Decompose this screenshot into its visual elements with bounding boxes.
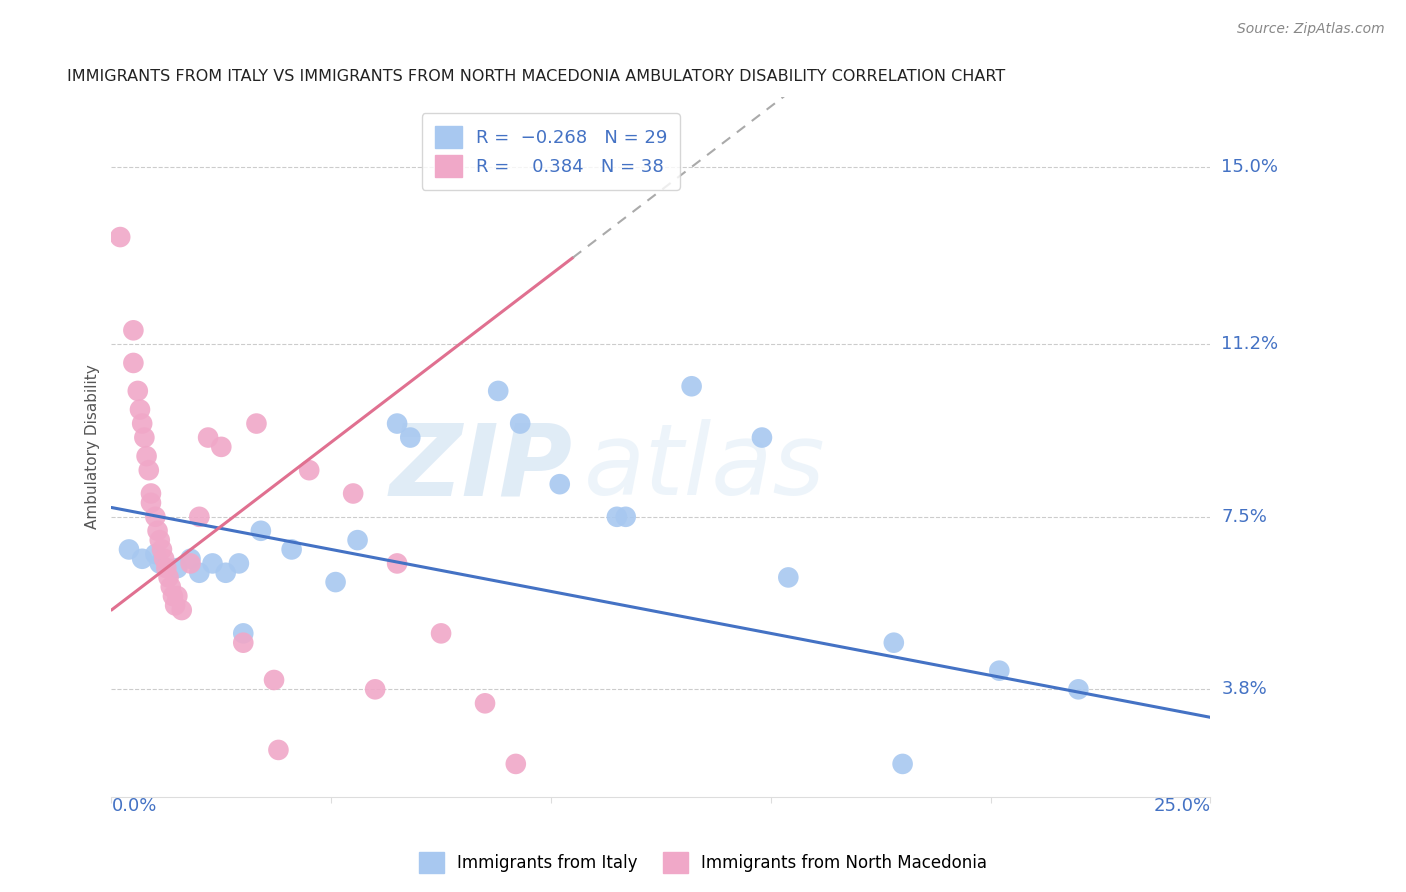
Point xyxy=(215,566,238,580)
Point xyxy=(548,477,571,491)
Point xyxy=(139,496,162,510)
Point xyxy=(486,384,509,398)
Point xyxy=(108,230,131,244)
Point xyxy=(883,636,905,650)
Text: 25.0%: 25.0% xyxy=(1153,797,1211,814)
Point xyxy=(149,557,172,571)
Point xyxy=(988,664,1011,678)
Point xyxy=(263,673,285,687)
Legend: Immigrants from Italy, Immigrants from North Macedonia: Immigrants from Italy, Immigrants from N… xyxy=(412,846,994,880)
Point xyxy=(430,626,453,640)
Point xyxy=(201,557,224,571)
Point xyxy=(245,417,267,431)
Point xyxy=(298,463,321,477)
Point xyxy=(159,580,181,594)
Point xyxy=(131,551,153,566)
Point xyxy=(606,509,628,524)
Point xyxy=(122,323,145,337)
Point xyxy=(170,603,193,617)
Point xyxy=(135,449,157,463)
Point xyxy=(681,379,703,393)
Legend: R =  −0.268   N = 29, R =    0.384   N = 38: R = −0.268 N = 29, R = 0.384 N = 38 xyxy=(422,113,681,190)
Point xyxy=(280,542,302,557)
Point xyxy=(188,509,211,524)
Point xyxy=(197,431,219,445)
Point xyxy=(146,524,169,538)
Point xyxy=(138,463,160,477)
Point xyxy=(346,533,368,548)
Point xyxy=(149,533,172,548)
Point xyxy=(385,417,408,431)
Point xyxy=(474,696,496,710)
Point xyxy=(364,682,387,697)
Point xyxy=(509,417,531,431)
Point xyxy=(505,756,527,771)
Point xyxy=(751,431,773,445)
Point xyxy=(162,589,184,603)
Point xyxy=(180,557,202,571)
Text: 11.2%: 11.2% xyxy=(1222,335,1278,353)
Text: Source: ZipAtlas.com: Source: ZipAtlas.com xyxy=(1237,22,1385,37)
Text: IMMIGRANTS FROM ITALY VS IMMIGRANTS FROM NORTH MACEDONIA AMBULATORY DISABILITY C: IMMIGRANTS FROM ITALY VS IMMIGRANTS FROM… xyxy=(67,69,1005,84)
Point xyxy=(325,575,347,590)
Point xyxy=(122,356,145,370)
Point xyxy=(127,384,149,398)
Point xyxy=(134,431,156,445)
Text: ZIP: ZIP xyxy=(389,419,572,516)
Text: 3.8%: 3.8% xyxy=(1222,681,1267,698)
Point xyxy=(399,431,422,445)
Point xyxy=(228,557,250,571)
Point xyxy=(891,756,914,771)
Point xyxy=(250,524,273,538)
Point xyxy=(166,589,188,603)
Point xyxy=(1067,682,1090,697)
Y-axis label: Ambulatory Disability: Ambulatory Disability xyxy=(86,365,100,529)
Point xyxy=(157,570,180,584)
Point xyxy=(188,566,211,580)
Text: 0.0%: 0.0% xyxy=(111,797,157,814)
Point xyxy=(153,551,176,566)
Point xyxy=(145,509,167,524)
Point xyxy=(166,561,188,575)
Text: 15.0%: 15.0% xyxy=(1222,158,1278,176)
Point xyxy=(165,599,187,613)
Point xyxy=(232,626,254,640)
Point xyxy=(232,636,254,650)
Point xyxy=(209,440,232,454)
Point xyxy=(155,561,177,575)
Point xyxy=(131,417,153,431)
Text: 7.5%: 7.5% xyxy=(1222,508,1267,525)
Point xyxy=(778,570,800,584)
Point xyxy=(267,743,290,757)
Text: atlas: atlas xyxy=(583,419,825,516)
Point xyxy=(139,486,162,500)
Point xyxy=(180,551,202,566)
Point xyxy=(614,509,637,524)
Point xyxy=(342,486,364,500)
Point xyxy=(118,542,141,557)
Point xyxy=(385,557,408,571)
Point xyxy=(129,402,152,417)
Point xyxy=(150,542,173,557)
Point xyxy=(145,547,167,561)
